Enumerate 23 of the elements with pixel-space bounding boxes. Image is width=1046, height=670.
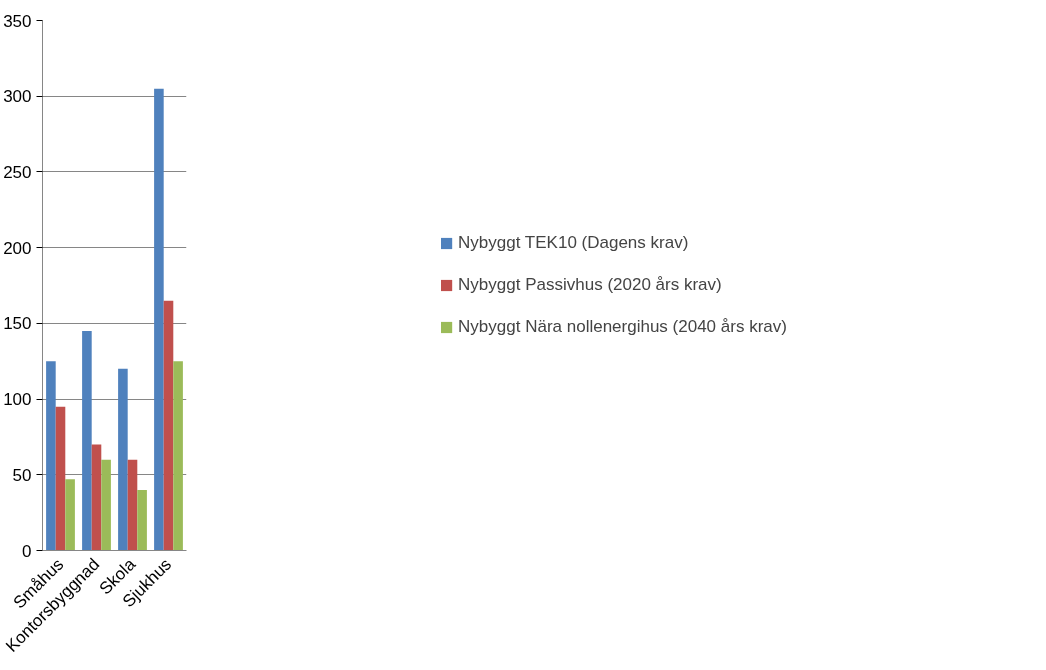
legend-label: Nybyggt TEK10 (Dagens krav) [458, 233, 689, 253]
bar [137, 489, 147, 551]
y-tick-label: 150 [3, 314, 32, 334]
y-tick-label: 250 [3, 162, 32, 182]
legend-label: Nybyggt Nära nollenergihus (2040 års krav) [458, 317, 787, 337]
bar [118, 368, 128, 551]
bar [82, 330, 92, 551]
y-tick-label: 100 [3, 390, 32, 410]
y-tick-label: 350 [3, 11, 32, 31]
y-tick-label: 0 [22, 541, 32, 561]
bar [55, 406, 66, 551]
y-tick-label: 50 [12, 465, 32, 485]
bar [173, 361, 183, 551]
bar [101, 459, 111, 551]
bar [163, 300, 174, 551]
y-tick-label: 300 [3, 87, 32, 107]
legend-label: Nybyggt Passivhus (2020 års krav) [458, 275, 722, 295]
bar [65, 479, 75, 551]
bar [91, 444, 102, 551]
y-tick-label: 200 [3, 238, 32, 258]
bar [127, 459, 138, 551]
bar [46, 361, 56, 551]
bar [154, 88, 164, 551]
